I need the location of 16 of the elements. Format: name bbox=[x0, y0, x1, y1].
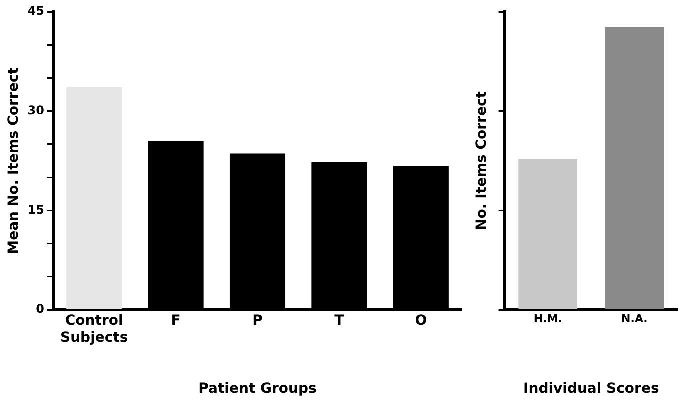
x-tick-label: P bbox=[252, 313, 263, 330]
x-tick-label: Control Subjects bbox=[60, 313, 128, 346]
x-axis-title: Patient Groups bbox=[198, 381, 317, 398]
y-tick-label: 0 bbox=[36, 302, 44, 316]
bar bbox=[66, 87, 122, 310]
x-axis-title: Individual Scores bbox=[524, 381, 660, 398]
y-tick-label: 30 bbox=[28, 103, 44, 118]
x-tick-label: T bbox=[334, 313, 345, 330]
y-tick-label: 45 bbox=[28, 4, 44, 18]
y-axis-title: No. Items Correct bbox=[474, 91, 490, 230]
y-axis-title: Mean No. Items Correct bbox=[6, 67, 22, 254]
x-tick-label: F bbox=[171, 313, 181, 330]
y-tick-label: 15 bbox=[28, 202, 44, 217]
x-tick-label: O bbox=[415, 313, 428, 330]
x-tick-label: N.A. bbox=[622, 312, 648, 326]
x-tick-label: H.M. bbox=[534, 312, 562, 326]
